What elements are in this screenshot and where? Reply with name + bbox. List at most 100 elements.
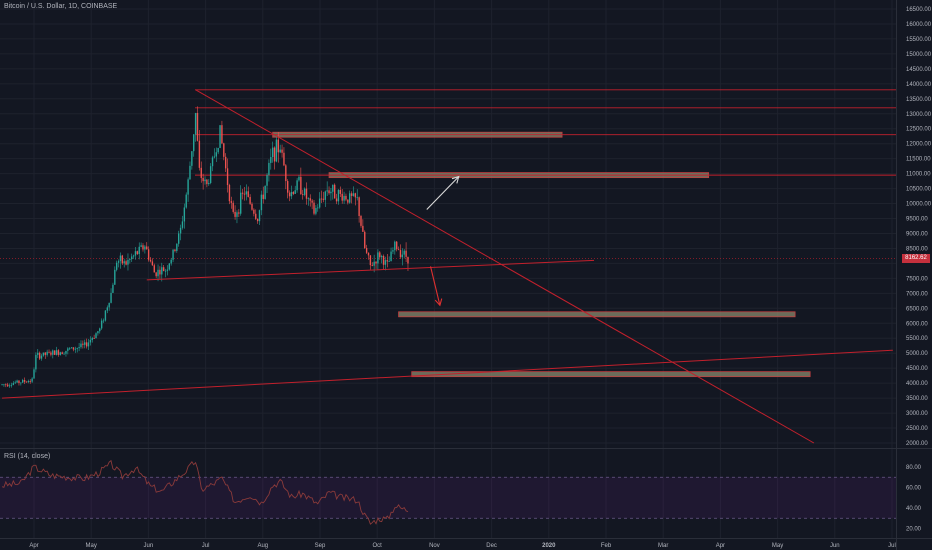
candle-body <box>91 338 93 340</box>
candle-body <box>358 197 360 217</box>
candle-body <box>191 151 193 166</box>
candle-body <box>390 251 392 262</box>
candle-body <box>149 259 152 262</box>
candle-body <box>55 350 58 355</box>
rsi-tick-label: 80.00 <box>906 465 922 471</box>
time-tick-label: Apr <box>716 543 725 549</box>
candle-body <box>221 125 223 144</box>
candle-body <box>134 251 137 256</box>
candle-body <box>271 147 274 158</box>
candle-body <box>397 249 400 251</box>
arrows <box>426 175 460 307</box>
rsi-band <box>0 477 896 519</box>
rsi-line <box>1 459 409 525</box>
price-tick-label: 5000.00 <box>906 351 928 357</box>
candle-body <box>29 380 31 382</box>
candle-body <box>223 143 225 157</box>
candle-body <box>234 211 236 217</box>
candle-body <box>275 139 278 162</box>
candle-body <box>38 352 41 359</box>
candle-body <box>330 191 332 194</box>
candle-body <box>324 191 326 200</box>
candle-body <box>369 255 372 266</box>
candle-body <box>202 177 204 182</box>
candle-body <box>3 384 5 386</box>
candle-body <box>215 152 217 157</box>
candle-body <box>16 380 18 383</box>
candle-body <box>273 147 276 162</box>
candle-body <box>270 157 272 163</box>
candle-body <box>249 196 251 204</box>
candle-body <box>70 347 73 349</box>
price-tick-label: 2500.00 <box>906 426 928 432</box>
candle-body <box>322 198 325 200</box>
candle-body <box>153 265 155 273</box>
price-candles <box>1 106 409 388</box>
candle-body <box>279 149 281 153</box>
time-tick-label: Dec <box>486 543 497 549</box>
candle-body <box>320 198 323 200</box>
candle-body <box>102 320 105 322</box>
candle-body <box>8 385 11 387</box>
candle-body <box>37 352 39 355</box>
candle-body <box>61 352 63 355</box>
candle-body <box>176 243 178 251</box>
time-tick-label: Nov <box>429 543 440 549</box>
price-tick-label: 3500.00 <box>906 396 928 402</box>
candle-body <box>287 181 289 193</box>
candle-body <box>315 207 317 214</box>
trendline <box>146 259 595 281</box>
candle-body <box>209 166 212 183</box>
candle-body <box>59 352 62 355</box>
candle-body <box>187 179 189 195</box>
time-tick-label: Jun <box>830 543 840 549</box>
candle-body <box>119 255 122 262</box>
candle-body <box>1 384 3 386</box>
candle-body <box>147 249 150 260</box>
time-axis[interactable]: Apr May Jun Jul Aug Sep Oct Nov Dec 2020 Feb Mar Apr… <box>29 543 896 549</box>
candle-body <box>395 241 398 250</box>
candle-body <box>300 176 302 195</box>
candle-body <box>283 152 285 166</box>
candle-body <box>44 352 46 355</box>
candle-body <box>22 379 24 383</box>
candle-body <box>52 350 54 355</box>
candle-body <box>200 167 202 178</box>
candle-body <box>317 207 319 209</box>
rsi-tick-label: 40.00 <box>906 506 922 512</box>
candle-body <box>144 246 146 250</box>
candle-body <box>20 382 22 384</box>
candle-body <box>23 379 26 382</box>
candle-body <box>401 254 404 258</box>
candle-body <box>194 112 197 135</box>
time-tick-label: May <box>772 543 783 549</box>
price-axis[interactable]: 2000.00 2500.00 3000.00 3500.00 4000.00 4500.… <box>906 7 932 533</box>
candle-body <box>377 252 379 264</box>
price-tick-label: 9500.00 <box>906 217 928 223</box>
candle-body <box>288 192 291 197</box>
candle-body <box>277 139 280 153</box>
candle-body <box>302 194 304 195</box>
arrow-head <box>451 175 460 184</box>
candle-body <box>405 250 407 257</box>
candle-body <box>114 269 116 285</box>
candle-body <box>10 384 13 386</box>
candle-body <box>27 380 30 382</box>
candle-body <box>69 348 71 350</box>
candle-body <box>166 269 169 271</box>
candle-body <box>33 369 35 379</box>
support-zone <box>411 371 811 378</box>
candle-body <box>146 246 148 250</box>
candle-body <box>80 343 82 348</box>
candle-body <box>403 250 405 255</box>
candle-body <box>193 134 195 152</box>
candle-body <box>380 255 383 258</box>
candle-body <box>230 201 233 203</box>
candle-body <box>382 255 385 265</box>
candle-body <box>367 252 370 256</box>
price-tick-label: 2000.00 <box>906 441 928 447</box>
candle-body <box>258 210 261 222</box>
candle-body <box>127 259 129 265</box>
candle-body <box>253 209 255 214</box>
